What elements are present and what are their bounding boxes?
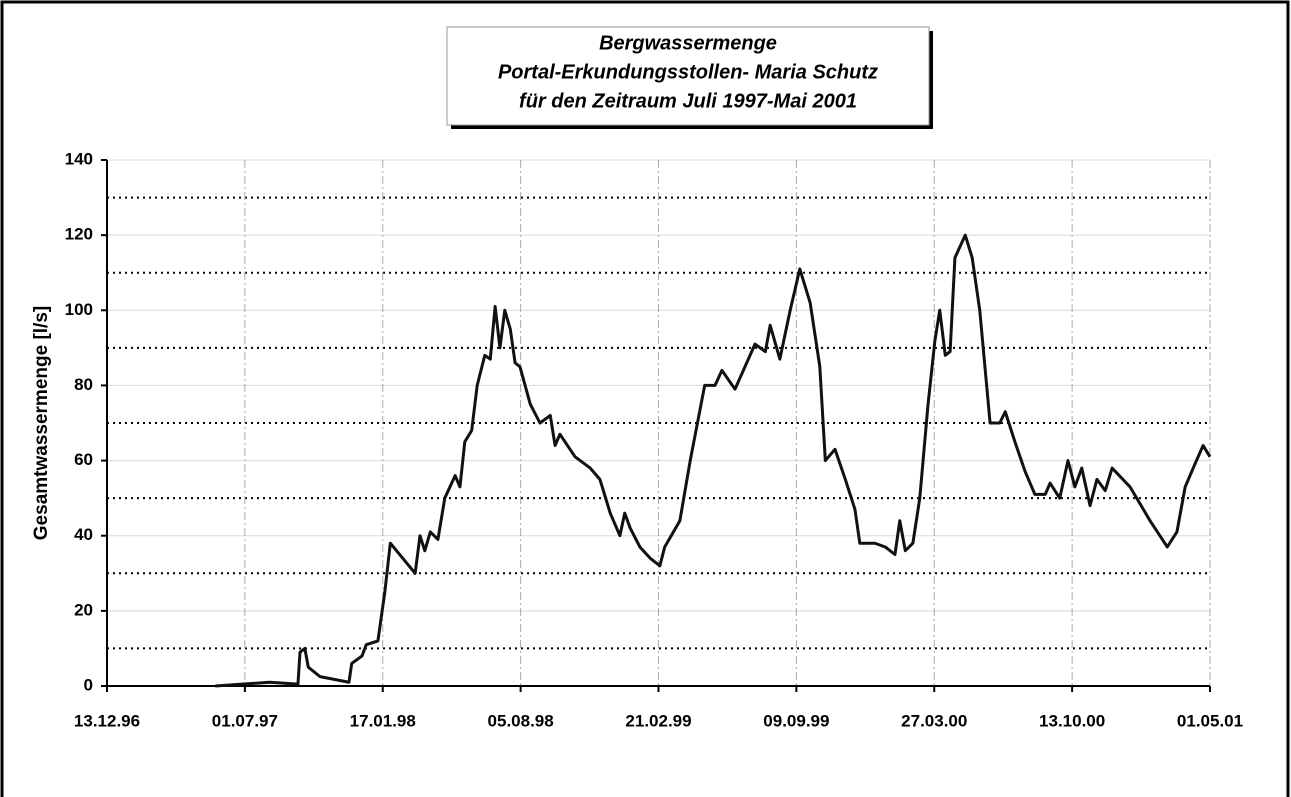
x-tick-label: 21.02.99 <box>625 711 691 730</box>
y-tick-label: 80 <box>74 375 93 394</box>
x-tick-label: 13.12.96 <box>74 711 140 730</box>
x-tick-label: 09.09.99 <box>763 711 829 730</box>
chart-title: Portal-Erkundungsstollen- Maria Schutz <box>498 61 878 83</box>
chart-title: für den Zeitraum Juli 1997-Mai 2001 <box>519 90 857 112</box>
x-tick-label: 05.08.98 <box>488 711 554 730</box>
x-tick-label: 27.03.00 <box>901 711 967 730</box>
y-tick-label: 100 <box>65 300 93 319</box>
x-tick-label: 01.05.01 <box>1177 711 1243 730</box>
x-tick-label: 01.07.97 <box>212 711 278 730</box>
x-tick-label: 13.10.00 <box>1039 711 1105 730</box>
y-tick-label: 0 <box>84 675 93 694</box>
y-tick-label: 20 <box>74 600 93 619</box>
x-tick-label: 17.01.98 <box>350 711 416 730</box>
y-tick-label: 40 <box>74 525 93 544</box>
title-box <box>446 26 930 126</box>
chart-title: Bergwassermenge <box>599 32 777 54</box>
y-tick-label: 140 <box>65 149 93 168</box>
y-tick-label: 60 <box>74 450 93 469</box>
y-axis-label: Gesamtwassermenge [l/s] <box>31 306 52 540</box>
y-tick-label: 120 <box>65 225 93 244</box>
data-line <box>215 233 1212 688</box>
